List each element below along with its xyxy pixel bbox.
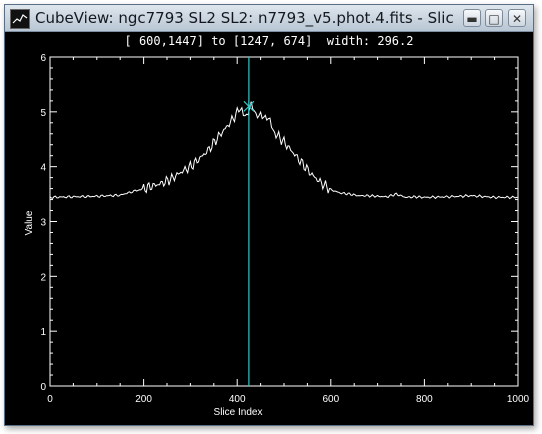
plot-cursor[interactable] bbox=[243, 57, 255, 386]
y-tick-label: 1 bbox=[40, 327, 46, 338]
plot-tick-labels: 0 200 400 600 800 1000 0 1 2 3 4 5 6 bbox=[40, 53, 529, 405]
x-tick-label: 200 bbox=[135, 394, 152, 405]
plot-frame bbox=[49, 56, 519, 387]
y-tick-label: 0 bbox=[40, 382, 46, 393]
app-icon-graphic bbox=[12, 14, 28, 24]
y-axis-label: Value bbox=[24, 210, 35, 235]
x-tick-label: 1000 bbox=[507, 394, 530, 405]
y-tick-label: 4 bbox=[40, 163, 46, 174]
plot-series bbox=[49, 101, 518, 200]
plot-axes bbox=[49, 56, 519, 387]
title-bar[interactable]: CubeView: ngc7793 SL2 SL2: n7793_v5.phot… bbox=[5, 5, 533, 32]
x-tick-label: 0 bbox=[47, 394, 53, 405]
slice-spectrum-line bbox=[49, 101, 518, 200]
x-tick-label: 400 bbox=[229, 394, 246, 405]
minimize-button[interactable]: ▬ bbox=[463, 9, 481, 27]
window-title: CubeView: ngc7793 SL2 SL2: n7793_v5.phot… bbox=[35, 9, 453, 27]
y-tick-label: 5 bbox=[40, 108, 46, 119]
x-tick-label: 800 bbox=[416, 394, 433, 405]
maximize-button[interactable]: □ bbox=[485, 9, 503, 27]
y-tick-label: 3 bbox=[40, 218, 46, 229]
x-tick-label: 600 bbox=[322, 394, 339, 405]
x-axis-label: Slice Index bbox=[214, 407, 263, 418]
peak-marker-icon bbox=[243, 100, 255, 113]
y-tick-label: 6 bbox=[40, 53, 46, 64]
plot-ticks bbox=[49, 56, 519, 387]
cubeview-slice-window: CubeView: ngc7793 SL2 SL2: n7793_v5.phot… bbox=[4, 4, 534, 426]
close-button[interactable]: ✕ bbox=[508, 9, 526, 27]
slice-plot[interactable]: 0 200 400 600 800 1000 0 1 2 3 4 5 6 Slice Index Val… bbox=[5, 50, 533, 425]
y-tick-label: 2 bbox=[40, 272, 46, 283]
app-icon[interactable] bbox=[10, 9, 30, 29]
selection-status-readout: [ 600,1447] to [1247, 674] width: 296.2 bbox=[124, 34, 414, 48]
